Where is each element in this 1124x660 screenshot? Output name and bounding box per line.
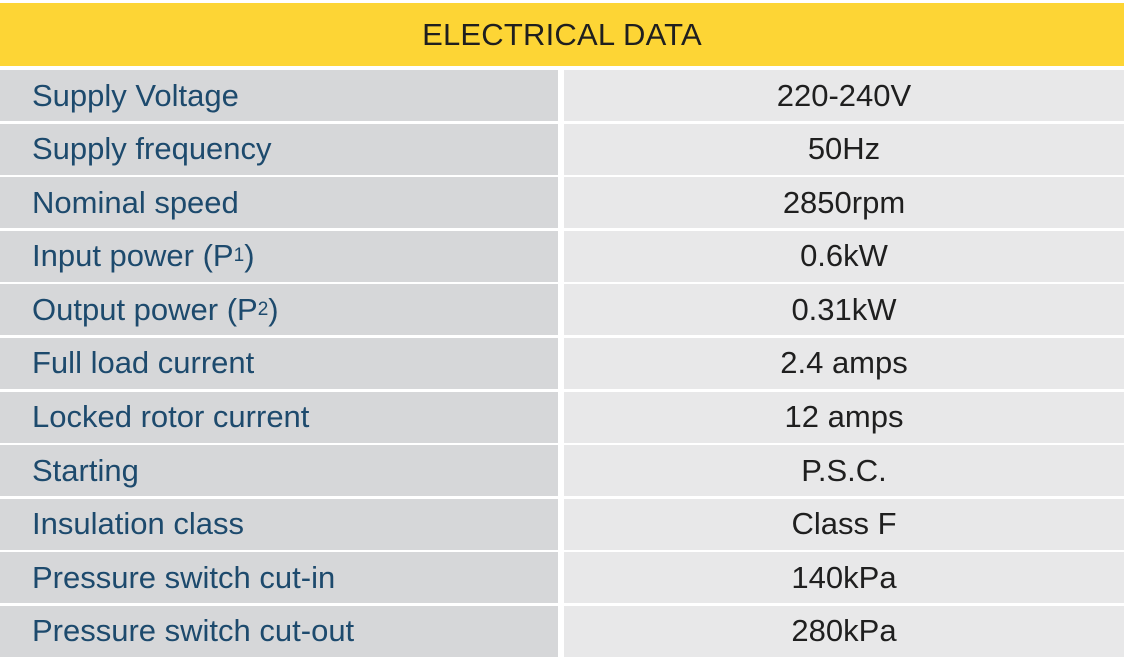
- table-row: Output power (P 2) 0.31kW: [0, 284, 1124, 336]
- row-value-pressure-switch-cut-in: 140kPa: [564, 552, 1124, 604]
- table-row: Insulation class Class F: [0, 498, 1124, 550]
- row-label-full-load-current: Full load current: [0, 337, 558, 389]
- table-header: ELECTRICAL DATA: [0, 3, 1124, 66]
- table-row: Supply Voltage 220-240V: [0, 70, 1124, 121]
- row-label-starting: Starting: [0, 445, 558, 497]
- label-text: Output power (P: [32, 291, 258, 327]
- table-row: Full load current 2.4 amps: [0, 337, 1124, 389]
- row-value-starting: P.S.C.: [564, 445, 1124, 497]
- row-value-pressure-switch-cut-out: 280kPa: [564, 605, 1124, 657]
- row-value-input-power: 0.6kW: [564, 230, 1124, 282]
- label-text: ): [268, 291, 279, 327]
- row-label-insulation-class: Insulation class: [0, 498, 558, 550]
- row-value-supply-frequency: 50Hz: [564, 123, 1124, 175]
- row-label-pressure-switch-cut-out: Pressure switch cut-out: [0, 605, 558, 657]
- table-title: ELECTRICAL DATA: [422, 16, 702, 52]
- row-label-input-power: Input power (P 1): [0, 230, 558, 282]
- label-text: Input power (P: [32, 238, 234, 274]
- row-value-insulation-class: Class F: [564, 498, 1124, 550]
- row-label-supply-voltage: Supply Voltage: [0, 70, 558, 121]
- table-row: Nominal speed 2850rpm: [0, 177, 1124, 229]
- row-value-full-load-current: 2.4 amps: [564, 337, 1124, 389]
- row-label-supply-frequency: Supply frequency: [0, 123, 558, 175]
- row-label-nominal-speed: Nominal speed: [0, 177, 558, 229]
- row-value-output-power: 0.31kW: [564, 284, 1124, 336]
- row-value-nominal-speed: 2850rpm: [564, 177, 1124, 229]
- row-value-supply-voltage: 220-240V: [564, 70, 1124, 121]
- row-label-pressure-switch-cut-in: Pressure switch cut-in: [0, 552, 558, 604]
- row-label-output-power: Output power (P 2): [0, 284, 558, 336]
- table-row: Input power (P 1) 0.6kW: [0, 230, 1124, 282]
- row-label-locked-rotor-current: Locked rotor current: [0, 391, 558, 443]
- table-row: Locked rotor current 12 amps: [0, 391, 1124, 443]
- table-row: Pressure switch cut-in 140kPa: [0, 552, 1124, 604]
- table-row: Starting P.S.C.: [0, 445, 1124, 497]
- label-text: ): [244, 238, 255, 274]
- row-value-locked-rotor-current: 12 amps: [564, 391, 1124, 443]
- table-row: Pressure switch cut-out 280kPa: [0, 605, 1124, 657]
- table-body: Supply Voltage 220-240V Supply frequency…: [0, 70, 1124, 660]
- table-row: Supply frequency 50Hz: [0, 123, 1124, 175]
